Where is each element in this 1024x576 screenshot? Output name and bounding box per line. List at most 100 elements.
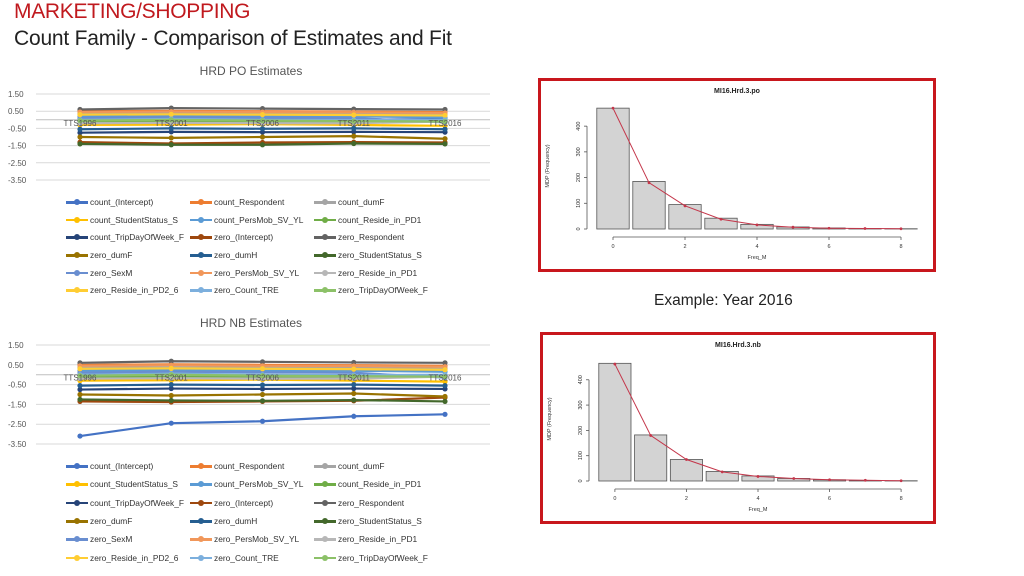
x-tick-label: 8: [900, 496, 903, 502]
series-point: [351, 366, 357, 372]
series-point: [168, 385, 174, 392]
legend-label: count_(Intercept): [90, 197, 154, 207]
legend-swatch: [190, 196, 212, 208]
legend-swatch: [190, 478, 212, 490]
x-tick-label: 2: [683, 244, 686, 250]
legend-item: zero_(Intercept): [190, 497, 273, 509]
hist-bar: [596, 107, 630, 230]
x-tick-label: TTS2016: [429, 374, 462, 383]
hist-bar: [634, 434, 668, 482]
po-estimates-plot: 1.50 0.50 -0.50 -1.50 -2.50 -3.50 TTS1996 TTS20…: [8, 90, 490, 185]
legend-item: count_dumF: [314, 196, 385, 208]
legend-label: count_(Intercept): [90, 461, 154, 471]
fit-point: [792, 477, 796, 480]
legend-label: count_StudentStatus_S: [90, 214, 179, 225]
series-point: [442, 112, 448, 119]
legend-label: zero_Respondent: [338, 497, 405, 508]
legend-label: zero_dumH: [214, 516, 258, 526]
hist-bar: [632, 181, 666, 230]
y-axis-label: MDP (Frequency): [547, 397, 553, 440]
legend-item: zero_dumH: [190, 515, 257, 527]
legend-swatch: [190, 515, 212, 527]
legend-label: zero_PersMob_SV_YL: [214, 534, 300, 545]
legend-label: zero_StudentStatus_S: [338, 250, 422, 260]
legend-label: zero_Reside_in_PD2_6: [90, 285, 179, 296]
example-label: Example: Year 2016: [654, 292, 793, 309]
y-tick-label: 0: [576, 227, 582, 230]
y-tick-label: 400: [578, 375, 584, 384]
series-point: [351, 373, 357, 379]
legend-item: count_StudentStatus_S: [66, 478, 178, 490]
legend-label: zero_TripDayOfWeek_F: [338, 552, 428, 563]
series-point: [77, 134, 83, 140]
series-point: [351, 413, 357, 419]
legend-swatch: [314, 231, 336, 243]
series-point: [351, 385, 357, 392]
legend-label: count_Respondent: [214, 197, 285, 207]
series-point: [168, 142, 174, 148]
series-point: [168, 135, 174, 141]
legend-swatch: [314, 552, 336, 564]
series-point: [77, 126, 83, 132]
legend-swatch: [314, 497, 336, 509]
legend-item: zero_Respondent: [314, 231, 404, 243]
legend-item: zero_dumH: [190, 249, 257, 261]
legend-swatch: [66, 497, 88, 509]
legend-swatch: [314, 249, 336, 261]
legend-swatch: [190, 284, 212, 296]
legend-label: zero_Respondent: [338, 232, 405, 243]
fit-point: [719, 217, 723, 221]
nb-estimates-chart: HRD NB Estimates 1.50 0.50 -0.50 -1.50 -2.50…: [0, 314, 520, 576]
legend-item: zero_Reside_in_PD1: [314, 533, 417, 545]
series-point: [351, 118, 357, 124]
legend-swatch: [66, 284, 88, 296]
x-axis-label: Freq_M: [748, 255, 767, 261]
y-tick-label: -0.50: [8, 124, 27, 133]
series-point: [442, 118, 448, 125]
series-point: [168, 117, 174, 123]
series-point: [259, 418, 266, 424]
hist-bar: [598, 362, 632, 482]
series-point: [351, 133, 357, 139]
y-tick-label: 0.50: [8, 107, 24, 116]
y-tick-label: 0.50: [8, 361, 24, 370]
legend-item: count_PersMob_SV_YL: [190, 478, 303, 490]
x-tick-label: 6: [828, 496, 831, 502]
y-tick-label: 200: [578, 426, 584, 435]
series-point: [168, 382, 174, 388]
y-tick-label: 100: [578, 451, 584, 460]
legend-swatch: [314, 533, 336, 545]
po-estimates-legend: count_(Intercept) count_Respondent count_d…: [66, 194, 466, 300]
nb-fit-histogram-frame: MI16.Hrd.3.nb 0 2 4 6 8 Freq_M 0 100 200 300 400 MDP…: [540, 332, 936, 524]
legend-swatch: [190, 214, 212, 226]
series-point: [77, 382, 83, 389]
series-point: [351, 359, 357, 366]
legend-item: zero_SexM: [66, 533, 132, 545]
legend-swatch: [314, 478, 336, 490]
fit-point: [683, 204, 687, 208]
series-point: [77, 112, 83, 118]
x-tick-label: 0: [611, 244, 614, 250]
legend-item: count_(Intercept): [66, 460, 153, 472]
x-tick-label: TTS2011: [338, 374, 371, 383]
fit-point: [611, 106, 615, 110]
series-point: [442, 379, 448, 385]
po-fit-histogram: MI16.Hrd.3.po 0 2 4 6 8 Freq_M 0 100 200 300 400 MDP…: [545, 88, 918, 261]
series-point: [77, 391, 83, 398]
series-point: [168, 125, 174, 131]
fit-point: [827, 226, 831, 230]
y-tick-label: -3.50: [8, 440, 27, 449]
x-tick-label: TTS2011: [338, 119, 371, 128]
fit-point: [899, 227, 903, 231]
hist-bar: [668, 204, 702, 230]
hist-bar: [669, 459, 703, 482]
y-tick-label: 1.50: [8, 341, 24, 350]
series-point: [442, 126, 448, 132]
legend-item: count_TripDayOfWeek_F: [66, 231, 184, 243]
hist-title: MI16.Hrd.3.po: [714, 88, 760, 95]
legend-swatch: [66, 214, 88, 226]
legend-swatch: [190, 552, 212, 564]
hist-title: MI16.Hrd.3.nb: [715, 342, 761, 349]
series-point: [442, 136, 448, 142]
legend-label: zero_dumH: [214, 250, 258, 260]
